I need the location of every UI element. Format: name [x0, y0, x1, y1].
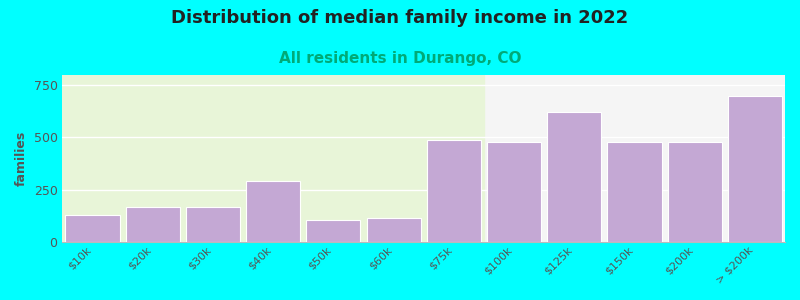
Bar	[306, 220, 361, 242]
Text: All residents in Durango, CO: All residents in Durango, CO	[278, 51, 522, 66]
Bar	[126, 207, 180, 242]
Bar	[667, 142, 722, 242]
Y-axis label: families: families	[15, 131, 28, 186]
Bar	[728, 96, 782, 242]
Bar	[186, 207, 240, 242]
Bar	[487, 142, 541, 242]
Text: Distribution of median family income in 2022: Distribution of median family income in …	[171, 9, 629, 27]
Bar	[246, 181, 300, 242]
Bar	[426, 140, 481, 242]
Bar	[62, 75, 484, 242]
Bar	[547, 112, 602, 242]
Bar	[66, 214, 120, 242]
Bar	[366, 218, 421, 242]
Bar	[607, 142, 662, 242]
